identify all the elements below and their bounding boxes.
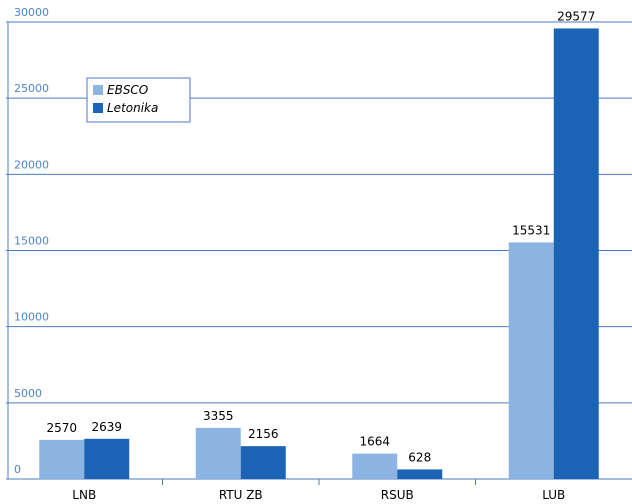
bar	[352, 453, 398, 479]
x-tick-label: LUB	[542, 488, 565, 502]
data-label: 15531	[512, 223, 550, 237]
x-tick-label: RTU ZB	[219, 488, 263, 502]
data-label: 2639	[91, 420, 122, 434]
bar	[39, 439, 85, 479]
data-label: 628	[408, 450, 431, 464]
x-tick-label: LNB	[72, 488, 96, 502]
legend-label: EBSCO	[107, 83, 148, 97]
y-tick-label: 20000	[14, 158, 49, 171]
data-label: 29577	[557, 9, 595, 23]
legend-label: Letonika	[107, 101, 158, 115]
legend-swatch	[93, 85, 103, 95]
bar	[397, 469, 443, 479]
bar	[508, 242, 554, 479]
bar	[195, 427, 241, 479]
y-tick-label: 0	[14, 463, 21, 476]
data-label: 3355	[203, 409, 234, 423]
y-tick-label: 15000	[14, 235, 49, 248]
data-label: 2570	[46, 421, 77, 435]
y-tick-label: 30000	[14, 6, 49, 19]
legend-box	[86, 77, 191, 123]
bar	[240, 446, 286, 479]
y-tick-label: 5000	[14, 387, 42, 400]
legend-swatch	[93, 103, 103, 113]
data-label: 2156	[248, 427, 279, 441]
data-label: 1664	[359, 435, 390, 449]
x-tick-label: RSUB	[381, 488, 414, 502]
y-tick-label: 25000	[14, 82, 49, 95]
bar	[84, 438, 130, 479]
bar	[553, 28, 599, 480]
y-tick-label: 10000	[14, 311, 49, 324]
